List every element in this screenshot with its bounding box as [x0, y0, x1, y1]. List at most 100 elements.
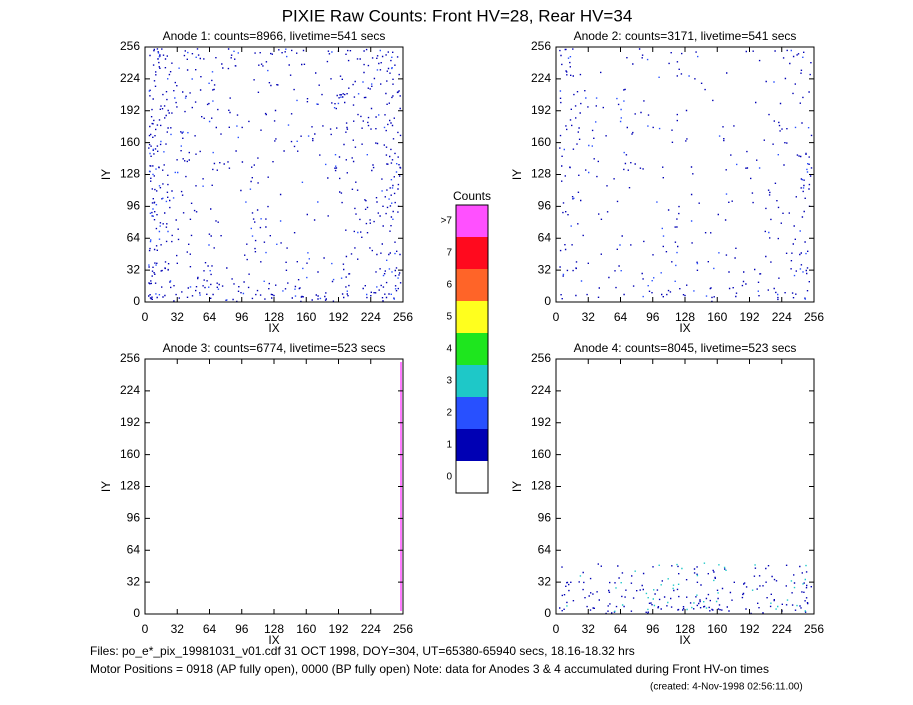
x-axis-label: IX: [679, 321, 690, 335]
colorbar-box: [456, 429, 488, 461]
y-tick-label: 64: [538, 230, 552, 244]
figure-title: PIXIE Raw Counts: Front HV=28, Rear HV=3…: [282, 6, 633, 25]
x-tick-label: 64: [614, 310, 628, 324]
y-tick-label: 32: [538, 574, 552, 588]
x-tick-label: 64: [614, 622, 628, 636]
y-tick-label: 96: [127, 199, 141, 213]
footer-line: Motor Positions = 0918 (AP fully open), …: [90, 662, 769, 676]
y-tick-label: 96: [538, 511, 552, 525]
colorbar-box: [456, 237, 488, 269]
panel-title: Anode 3: counts=6774, livetime=523 secs: [163, 341, 386, 355]
colorbar-label: 1: [446, 440, 452, 451]
colorbar-frame: [455, 204, 489, 494]
x-tick-label: 256: [804, 622, 824, 636]
colorbar-box: [456, 461, 488, 493]
panel-title: Anode 1: counts=8966, livetime=541 secs: [163, 29, 386, 43]
y-tick-label: 256: [120, 351, 140, 365]
x-tick-label: 32: [171, 310, 185, 324]
y-tick-label: 224: [120, 71, 140, 85]
colorbar-box: [456, 301, 488, 333]
footer-line: Files: po_e*_pix_19981031_v01.cdf 31 OCT…: [90, 644, 635, 658]
y-tick-label: 192: [120, 103, 140, 117]
y-tick-label: 0: [544, 606, 551, 620]
y-tick-label: 256: [531, 351, 551, 365]
y-tick-label: 192: [120, 415, 140, 429]
y-tick-label: 192: [531, 415, 551, 429]
count-texture: [559, 49, 810, 300]
count-texture: [559, 48, 813, 303]
y-tick-label: 128: [120, 167, 140, 181]
count-texture: [559, 563, 812, 615]
colorbar-label: 4: [446, 344, 452, 355]
x-tick-label: 128: [675, 310, 695, 324]
x-tick-label: 224: [361, 622, 381, 636]
footer-line: (created: 4-Nov-1998 02:56:11.00): [650, 682, 803, 693]
x-tick-label: 128: [675, 622, 695, 636]
colorbar-box: [456, 205, 488, 237]
y-tick-label: 96: [538, 199, 552, 213]
x-tick-label: 128: [264, 622, 284, 636]
x-tick-label: 32: [582, 622, 596, 636]
x-tick-label: 96: [646, 622, 660, 636]
y-tick-label: 0: [133, 294, 140, 308]
y-axis-label: IY: [510, 481, 524, 492]
x-tick-label: 64: [203, 310, 217, 324]
x-tick-label: 224: [772, 310, 792, 324]
y-tick-label: 160: [531, 447, 551, 461]
count-texture: [148, 48, 402, 303]
colorbar-label: 5: [446, 312, 452, 323]
y-tick-label: 128: [531, 167, 551, 181]
colorbar-title: Counts: [453, 189, 491, 203]
y-tick-label: 256: [531, 39, 551, 53]
x-tick-label: 224: [772, 622, 792, 636]
x-axis-label: IX: [268, 633, 279, 647]
y-tick-label: 32: [127, 574, 141, 588]
x-tick-label: 0: [553, 622, 560, 636]
colorbar-label: 3: [446, 376, 452, 387]
x-tick-label: 256: [393, 622, 413, 636]
y-tick-label: 128: [531, 479, 551, 493]
x-axis-label: IX: [268, 321, 279, 335]
x-tick-label: 192: [739, 310, 759, 324]
y-tick-label: 160: [531, 135, 551, 149]
y-tick-label: 160: [120, 135, 140, 149]
colorbar-label: 0: [446, 472, 452, 483]
y-tick-label: 0: [133, 606, 140, 620]
x-tick-label: 160: [296, 310, 316, 324]
y-tick-label: 128: [120, 479, 140, 493]
x-tick-label: 160: [707, 622, 727, 636]
plot-frame: [144, 46, 404, 303]
x-tick-label: 0: [142, 310, 149, 324]
x-tick-label: 192: [328, 310, 348, 324]
y-axis-label: IY: [510, 169, 524, 180]
x-axis-label: IX: [679, 633, 690, 647]
x-tick-label: 256: [393, 310, 413, 324]
x-tick-label: 96: [646, 310, 660, 324]
y-tick-label: 64: [127, 230, 141, 244]
panel-title: Anode 4: counts=8045, livetime=523 secs: [574, 341, 797, 355]
x-tick-label: 160: [296, 622, 316, 636]
y-tick-label: 64: [127, 542, 141, 556]
colorbar-label: 7: [446, 248, 452, 259]
y-tick-label: 224: [531, 383, 551, 397]
colorbar-label: 6: [446, 280, 452, 291]
x-tick-label: 0: [142, 622, 149, 636]
colorbar-label: >7: [441, 216, 453, 227]
colorbar-box: [456, 365, 488, 397]
y-tick-label: 160: [120, 447, 140, 461]
x-tick-label: 128: [264, 310, 284, 324]
x-tick-label: 96: [235, 310, 249, 324]
x-tick-label: 160: [707, 310, 727, 324]
x-tick-label: 0: [553, 310, 560, 324]
x-tick-label: 192: [328, 622, 348, 636]
y-tick-label: 32: [538, 262, 552, 276]
panel-title: Anode 2: counts=3171, livetime=541 secs: [574, 29, 797, 43]
plot-frame: [555, 46, 815, 303]
colorbar-box: [456, 397, 488, 429]
y-tick-label: 224: [120, 383, 140, 397]
count-texture: [566, 562, 807, 612]
y-tick-label: 96: [127, 511, 141, 525]
y-tick-label: 192: [531, 103, 551, 117]
colorbar-box: [456, 269, 488, 301]
